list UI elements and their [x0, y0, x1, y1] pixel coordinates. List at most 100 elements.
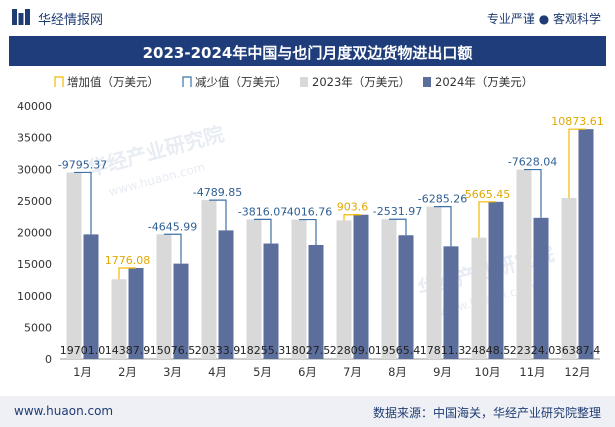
x-tick-label: 4月 [208, 365, 227, 379]
value-label-2024: 19701.0 [60, 344, 106, 357]
footer-url[interactable]: www.huaon.com [14, 404, 114, 418]
bar-2023 [561, 197, 577, 359]
x-tick-label: 12月 [564, 365, 590, 379]
y-tick-label: 30000 [17, 163, 52, 176]
change-label: -6285.26 [418, 193, 467, 206]
legend-label: 增加值（万美元） [67, 75, 159, 89]
x-axis: 1月 2月 3月 4月 5月 6月 7月 8月 9月 10月 11月 12月 [73, 365, 590, 379]
x-tick-label: 9月 [433, 365, 452, 379]
change-label: 1776.08 [105, 254, 151, 267]
change-bracket [74, 171, 92, 235]
footer-source: 数据来源：中国海关，华经产业研究院整理 [372, 406, 601, 420]
bar-2024 [488, 201, 504, 359]
y-tick-label: 5000 [24, 321, 52, 334]
bar-2023 [336, 220, 352, 359]
value-label-2024: 14387.9 [105, 344, 151, 357]
change-bracket [118, 267, 136, 280]
x-tick-label: 5月 [253, 365, 272, 379]
bar-2024 [263, 243, 279, 359]
change-bracket [343, 214, 361, 221]
value-label-2024: 22809.0 [330, 344, 376, 357]
y-tick-label: 0 [45, 353, 52, 366]
change-label: 10873.61 [551, 115, 604, 128]
legend-label: 减少值（万美元） [195, 75, 287, 89]
bars: -9795.37 19701.0 1776.08 14387.9 -4645.99 150… [58, 115, 604, 359]
bar-2023 [66, 172, 82, 359]
change-bracket [434, 205, 452, 247]
value-label-2024: 36387.4 [555, 344, 601, 357]
slogan: 专业严谨 ● 客观科学 [486, 12, 601, 26]
change-bracket [478, 201, 496, 238]
y-tick-label: 35000 [17, 132, 52, 145]
value-label-2024: 20333.9 [195, 344, 241, 357]
change-label: -2531.97 [373, 205, 422, 218]
footer: www.huaon.com 数据来源：中国海关，华经产业研究院整理 [0, 396, 615, 427]
x-tick-label: 7月 [343, 365, 362, 379]
bar-2023 [246, 219, 262, 359]
change-bracket [254, 218, 272, 244]
change-label: -9795.37 [58, 158, 107, 171]
chart: 华经产业研究院www.huaon.com华经产业研究院www.huaon.com… [17, 75, 604, 379]
change-label: -7628.04 [508, 156, 557, 169]
value-label-2024: 17811.3 [420, 344, 466, 357]
bar-2023 [516, 169, 532, 359]
change-label: -4789.85 [193, 186, 242, 199]
bar-2023 [201, 200, 217, 359]
y-tick-label: 15000 [17, 258, 52, 271]
value-label-2024: 18255.3 [240, 344, 286, 357]
bar-2023 [381, 219, 397, 359]
chart-title: 2023-2024年中国与也门月度双边货物进出口额 [142, 44, 473, 62]
y-tick-label: 20000 [17, 227, 52, 240]
legend-label: 2023年（万美元） [312, 75, 410, 89]
x-tick-label: 2月 [118, 365, 137, 379]
x-tick-label: 6月 [298, 365, 317, 379]
change-bracket [164, 233, 182, 264]
x-tick-label: 8月 [388, 365, 407, 379]
change-label: -4016.76 [283, 206, 332, 219]
change-bracket [389, 218, 407, 236]
legend-swatch [182, 76, 192, 87]
bar-2024 [83, 234, 99, 359]
legend-label: 2024年（万美元） [435, 75, 533, 89]
bar-2023 [471, 237, 487, 359]
x-tick-label: 1月 [73, 365, 92, 379]
change-bracket [299, 218, 317, 245]
y-tick-label: 40000 [17, 100, 52, 113]
bar-2024 [308, 244, 324, 359]
change-bracket [524, 168, 542, 218]
bar-2024 [578, 129, 594, 359]
title-bar: 2023-2024年中国与也门月度双边货物进出口额 [9, 36, 606, 66]
top-bar: 华经情报网 专业严谨 ● 客观科学 [0, 0, 615, 34]
change-label: 5665.45 [465, 188, 511, 201]
bar-2023 [111, 279, 127, 359]
x-tick-label: 11月 [519, 365, 545, 379]
legend-swatch [54, 76, 64, 87]
bar-2024 [218, 230, 234, 359]
change-bracket [568, 128, 586, 198]
value-label-2024: 22324.0 [510, 344, 556, 357]
bar-2024 [533, 217, 549, 359]
value-label-2024: 24848.5 [465, 344, 511, 357]
bar-2023 [156, 234, 172, 359]
legend: 增加值（万美元） 减少值（万美元） 2023年（万美元） 2024年（万美元） [54, 75, 533, 89]
legend-swatch [300, 77, 308, 87]
value-label-2024: 19565.4 [375, 344, 421, 357]
value-label-2024: 18027.5 [285, 344, 331, 357]
bar-2024 [398, 235, 414, 359]
bar-2023 [291, 219, 307, 359]
bar-2024 [128, 267, 144, 359]
change-label: -3816.07 [238, 205, 287, 218]
x-tick-label: 3月 [163, 365, 182, 379]
site-name: 华经情报网 [38, 13, 104, 28]
bar-2023 [426, 206, 442, 359]
bar-2024 [353, 214, 369, 359]
logo-icon [12, 9, 30, 25]
x-tick-label: 10月 [474, 365, 500, 379]
bar-2024 [443, 246, 459, 359]
change-label: -4645.99 [148, 220, 197, 233]
y-tick-label: 25000 [17, 195, 52, 208]
value-label-2024: 15076.5 [150, 344, 196, 357]
y-axis: 0 5000 10000 15000 20000 25000 30000 35000 40000 [17, 100, 600, 366]
legend-swatch [423, 77, 431, 87]
y-tick-label: 10000 [17, 290, 52, 303]
